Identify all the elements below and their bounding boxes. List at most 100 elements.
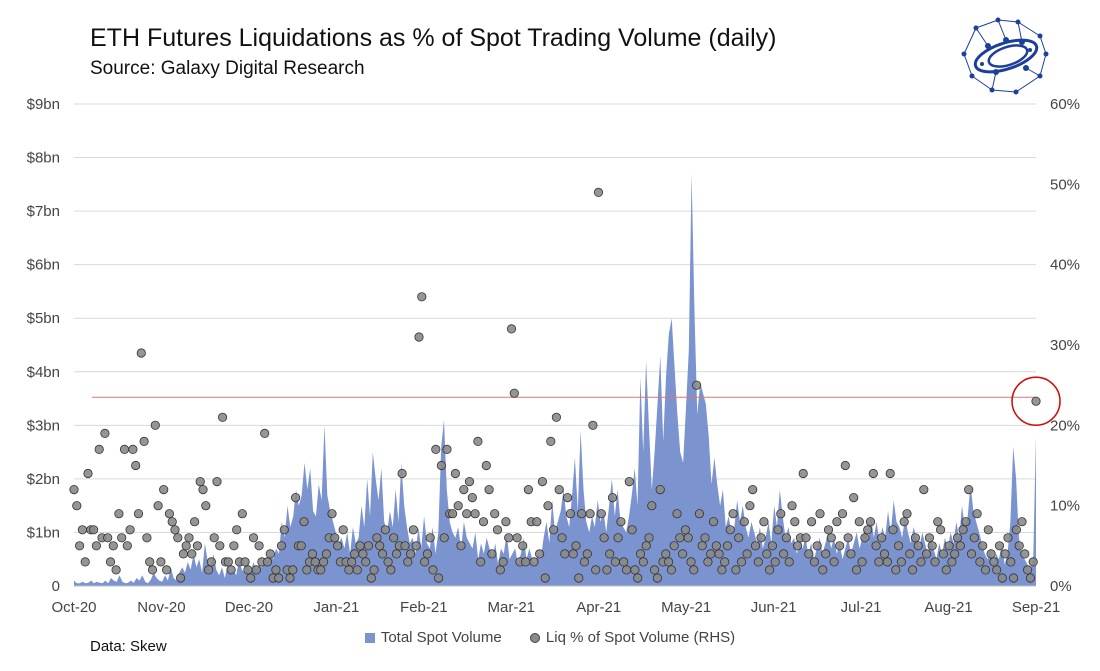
- liq-pct-point: [206, 557, 216, 567]
- liq-pct-point: [882, 557, 893, 567]
- liq-pct-point: [927, 541, 937, 551]
- liq-pct-point: [473, 436, 483, 446]
- liq-pct-point: [389, 533, 399, 543]
- liq-pct-point: [647, 501, 657, 511]
- y-left-tick-label: $6bn: [27, 257, 60, 274]
- x-tick-label: Oct-20: [51, 599, 96, 616]
- liq-pct-point: [857, 557, 867, 567]
- liq-pct-point: [972, 509, 982, 519]
- liq-pct-point: [896, 557, 907, 567]
- liq-pct-point: [644, 533, 654, 543]
- y-left-tick-label: $2bn: [27, 471, 60, 488]
- liq-pct-point: [363, 541, 374, 551]
- liq-pct-point: [621, 565, 632, 575]
- liq-pct-point: [672, 509, 682, 519]
- liq-pct-point: [532, 517, 542, 527]
- liq-pct-point: [504, 533, 514, 543]
- liq-pct-point: [226, 565, 236, 575]
- liq-pct-point: [279, 525, 289, 535]
- liq-pct-point: [187, 549, 197, 559]
- liq-pct-point: [80, 557, 90, 567]
- liq-pct-point: [630, 565, 640, 575]
- liq-pct-point: [835, 541, 845, 551]
- y-right-tick-label: 40%: [1050, 257, 1080, 274]
- liq-pct-point: [520, 557, 531, 567]
- liq-pct-point: [551, 412, 562, 422]
- liq-pct-point: [655, 484, 665, 495]
- liq-pct-point: [506, 324, 517, 334]
- liq-pct-point: [734, 533, 744, 543]
- liq-pct-point: [190, 517, 200, 527]
- liq-pct-point: [276, 541, 287, 551]
- liq-pct-point: [518, 541, 528, 551]
- x-tick-label: Apr-21: [576, 599, 621, 616]
- liq-pct-point: [865, 517, 876, 527]
- liq-pct-point: [613, 533, 623, 543]
- liq-pct-point: [274, 573, 284, 583]
- liq-pct-point: [767, 541, 778, 551]
- liq-pct-point: [790, 517, 800, 527]
- liq-pct-point: [400, 541, 410, 551]
- liq-pct-point: [417, 292, 427, 302]
- liq-pct-point: [495, 565, 505, 575]
- liq-pct-point: [868, 468, 878, 479]
- liq-pct-point: [338, 525, 348, 535]
- liq-pct-point: [571, 541, 581, 551]
- liq-pct-point: [159, 484, 169, 495]
- liq-pct-point: [302, 565, 312, 575]
- liq-pct-point: [736, 557, 747, 567]
- liq-pct-point: [248, 533, 259, 543]
- scatter-series: [69, 187, 1061, 583]
- x-tick-label: Dec-20: [225, 599, 273, 616]
- liq-pct-point: [930, 557, 940, 567]
- liq-pct-point: [837, 509, 848, 519]
- liq-pct-point: [1022, 565, 1033, 575]
- liq-pct-point: [103, 533, 113, 543]
- liq-pct-point: [756, 533, 766, 543]
- liq-pct-point: [557, 533, 567, 543]
- liq-pct-point: [576, 509, 587, 519]
- liq-pct-point: [91, 541, 102, 551]
- liq-pct-point: [111, 565, 121, 575]
- liq-pct-point: [919, 484, 929, 495]
- liq-pct-point: [218, 412, 228, 422]
- liq-pct-point: [969, 533, 979, 543]
- chart-title: ETH Futures Liquidations as % of Spot Tr…: [90, 24, 777, 52]
- liq-pct-point: [809, 557, 820, 567]
- liq-pct-point: [907, 565, 918, 575]
- liq-pct-point: [108, 541, 118, 551]
- liq-pct-point: [829, 557, 839, 567]
- liq-pct-point: [823, 525, 834, 535]
- liq-pct-point: [1000, 549, 1010, 559]
- liq-pct-point: [462, 509, 472, 519]
- liq-pct-point: [369, 565, 379, 575]
- y-left-tick-label: 0: [52, 578, 60, 595]
- liq-pct-point: [978, 541, 988, 551]
- liq-pct-point: [512, 533, 522, 543]
- liq-pct-point: [265, 549, 275, 559]
- chart-subtitle: Source: Galaxy Digital Research: [90, 58, 365, 79]
- liq-pct-point: [332, 541, 343, 551]
- x-tick-label: Feb-21: [400, 599, 448, 616]
- highlight-circle: [1011, 376, 1061, 427]
- liq-pct-point: [602, 565, 612, 575]
- liq-pct-point: [938, 549, 949, 559]
- liq-pct-point: [966, 549, 977, 559]
- axes: 0 $1bn $2bn $3bn $4bn $5bn $6bn $7bn $8bn $9bn 0% 1…: [27, 96, 1080, 616]
- liq-pct-point: [787, 501, 797, 511]
- liq-pct-point: [1006, 557, 1016, 567]
- liq-pct-point: [119, 444, 130, 454]
- liq-pct-point: [237, 509, 247, 519]
- liq-pct-point: [815, 509, 825, 519]
- liq-pct-point: [624, 476, 634, 487]
- liq-pct-point: [818, 565, 828, 575]
- liq-pct-point: [961, 517, 971, 527]
- liq-pct-point: [133, 509, 144, 519]
- liq-pct-point: [425, 533, 435, 543]
- liq-pct-point: [117, 533, 127, 543]
- legend-label-dots: Liq % of Spot Volume (RHS): [545, 629, 736, 646]
- liq-pct-point: [1008, 573, 1019, 583]
- liq-pct-point: [307, 549, 317, 559]
- liq-pct-point: [700, 533, 710, 543]
- liq-pct-point: [641, 541, 651, 551]
